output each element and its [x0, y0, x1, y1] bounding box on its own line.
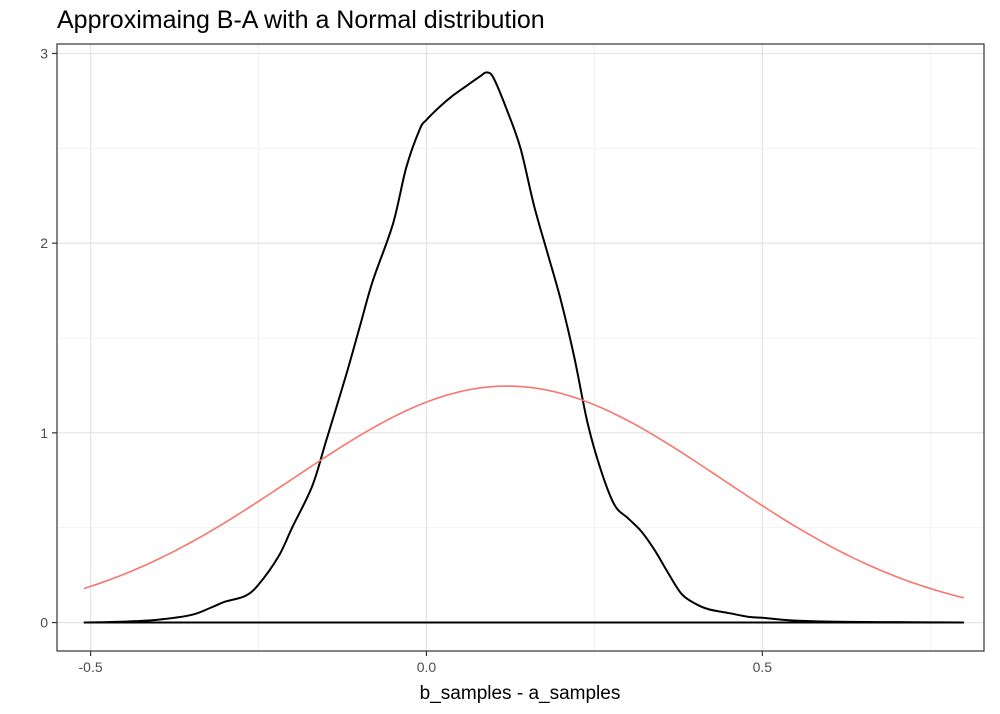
- x-axis-tick-label: -0.5: [79, 659, 103, 675]
- y-axis-tick-label: 1: [40, 425, 48, 441]
- density-curve: [83, 71, 964, 624]
- x-axis-tick-label: 0.5: [753, 659, 773, 675]
- y-axis-tick-label: 2: [40, 235, 48, 251]
- y-axis: 0 1 2 3: [40, 45, 57, 631]
- x-axis-tick-label: 0.0: [417, 659, 437, 675]
- series-layer: [83, 71, 965, 624]
- y-axis-tick-label: 0: [40, 615, 48, 631]
- x-axis: -0.5 0.0 0.5: [79, 651, 773, 675]
- chart-title: Approximaing B-A with a Normal distribut…: [57, 6, 545, 34]
- normal-approximation-curve: [83, 385, 965, 599]
- plot-panel-border: [56, 43, 985, 652]
- y-axis-tick-label: 3: [40, 45, 48, 61]
- x-axis-title: b_samples - a_samples: [420, 683, 621, 704]
- plot-panel-background: [57, 44, 984, 651]
